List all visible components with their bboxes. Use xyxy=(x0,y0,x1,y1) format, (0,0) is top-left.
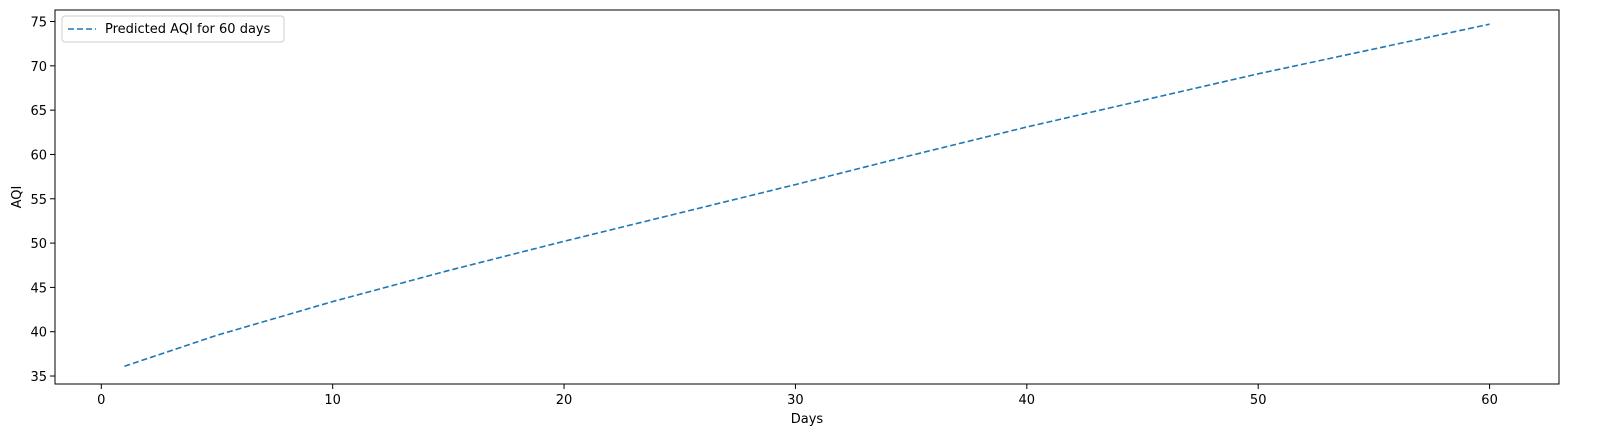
x-tick-label: 40 xyxy=(1019,393,1036,408)
y-tick-label: 55 xyxy=(30,193,47,208)
y-tick-label: 50 xyxy=(30,237,47,252)
y-axis-label: AQI xyxy=(10,186,25,209)
x-tick-label: 20 xyxy=(556,393,573,408)
legend-box xyxy=(61,15,285,43)
legend-label: Predicted AQI for 60 days xyxy=(105,22,271,37)
x-tick-label: 50 xyxy=(1250,393,1267,408)
x-axis-label: Days xyxy=(791,412,824,427)
series-line xyxy=(124,23,1490,368)
x-axis-ticks: 0 10 20 30 40 50 60 xyxy=(97,384,1498,408)
plot-frame xyxy=(54,9,1560,385)
y-tick-label: 60 xyxy=(30,148,47,163)
x-tick-label: 30 xyxy=(787,393,804,408)
x-tick-label: 0 xyxy=(97,393,105,408)
y-axis-ticks: 35 40 45 50 55 60 65 70 75 xyxy=(30,16,55,385)
plot-background xyxy=(55,10,1559,384)
x-tick-label: 60 xyxy=(1481,393,1498,408)
y-tick-label: 70 xyxy=(30,60,47,75)
y-tick-label: 65 xyxy=(30,104,47,119)
y-tick-label: 45 xyxy=(30,281,47,296)
series-layer xyxy=(124,23,1490,368)
y-tick-label: 40 xyxy=(30,326,47,341)
y-tick-label: 75 xyxy=(30,16,47,31)
y-tick-label: 35 xyxy=(30,370,47,385)
x-tick-label: 10 xyxy=(324,393,341,408)
legend: Predicted AQI for 60 days xyxy=(61,15,285,43)
